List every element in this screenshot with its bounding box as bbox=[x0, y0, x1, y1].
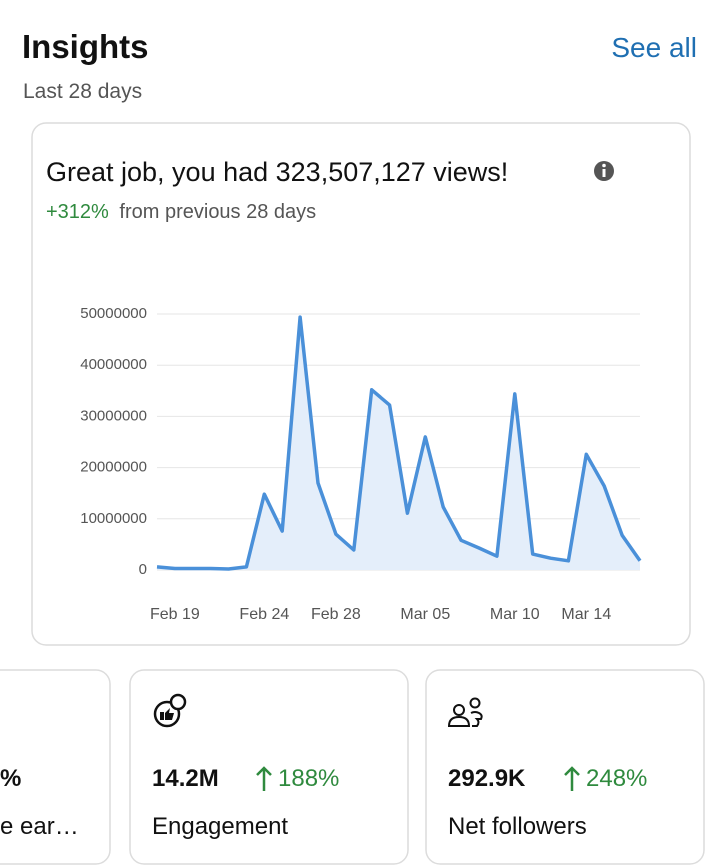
y-tick-label: 0 bbox=[139, 561, 147, 578]
x-tick-label: Feb 28 bbox=[311, 606, 361, 623]
subtitle: Last 28 days bbox=[23, 80, 142, 103]
metric-label: e ear… bbox=[0, 813, 79, 840]
y-tick-label: 50000000 bbox=[80, 305, 147, 322]
change-line: +312% from previous 28 days bbox=[46, 201, 316, 223]
y-tick-label: 20000000 bbox=[80, 459, 147, 476]
line bbox=[156, 315, 642, 571]
see-all-link[interactable]: See all bbox=[611, 32, 697, 63]
y-tick-label: 40000000 bbox=[80, 356, 147, 373]
followers-icon bbox=[447, 697, 483, 727]
metric-value: 292.9K bbox=[448, 765, 526, 792]
metric-change: 248% bbox=[586, 765, 647, 792]
y-tick-label: 10000000 bbox=[80, 510, 147, 527]
change: +312% bbox=[46, 201, 109, 223]
metric-change: 188% bbox=[278, 765, 339, 792]
x-tick-label: Feb 24 bbox=[239, 606, 289, 623]
metric-value: % bbox=[0, 765, 21, 792]
up-arrow bbox=[564, 766, 580, 791]
title: Insights bbox=[22, 28, 149, 65]
x-tick-label: Mar 10 bbox=[490, 606, 540, 623]
metric-card[interactable] bbox=[425, 669, 705, 865]
metric-card[interactable] bbox=[0, 669, 111, 865]
area bbox=[157, 317, 640, 570]
info-icon[interactable] bbox=[594, 161, 614, 181]
up-arrow bbox=[256, 766, 272, 791]
metric-value: 14.2M bbox=[152, 765, 219, 792]
engagement-icon bbox=[153, 693, 187, 728]
headline: Great job, you had 323,507,127 views! bbox=[46, 157, 508, 187]
metric-label: Engagement bbox=[152, 813, 288, 840]
chart: 0 10000000 20000000 30000000 40000000 5000000… bbox=[80, 305, 642, 623]
x-tick-label: Feb 19 bbox=[150, 606, 200, 623]
metric-card[interactable] bbox=[129, 669, 409, 865]
change-text: from previous 28 days bbox=[119, 201, 316, 223]
metric-label: Net followers bbox=[448, 813, 587, 840]
y-tick-label: 30000000 bbox=[80, 407, 147, 424]
x-tick-label: Mar 05 bbox=[400, 606, 450, 623]
x-tick-label: Mar 14 bbox=[561, 606, 611, 623]
